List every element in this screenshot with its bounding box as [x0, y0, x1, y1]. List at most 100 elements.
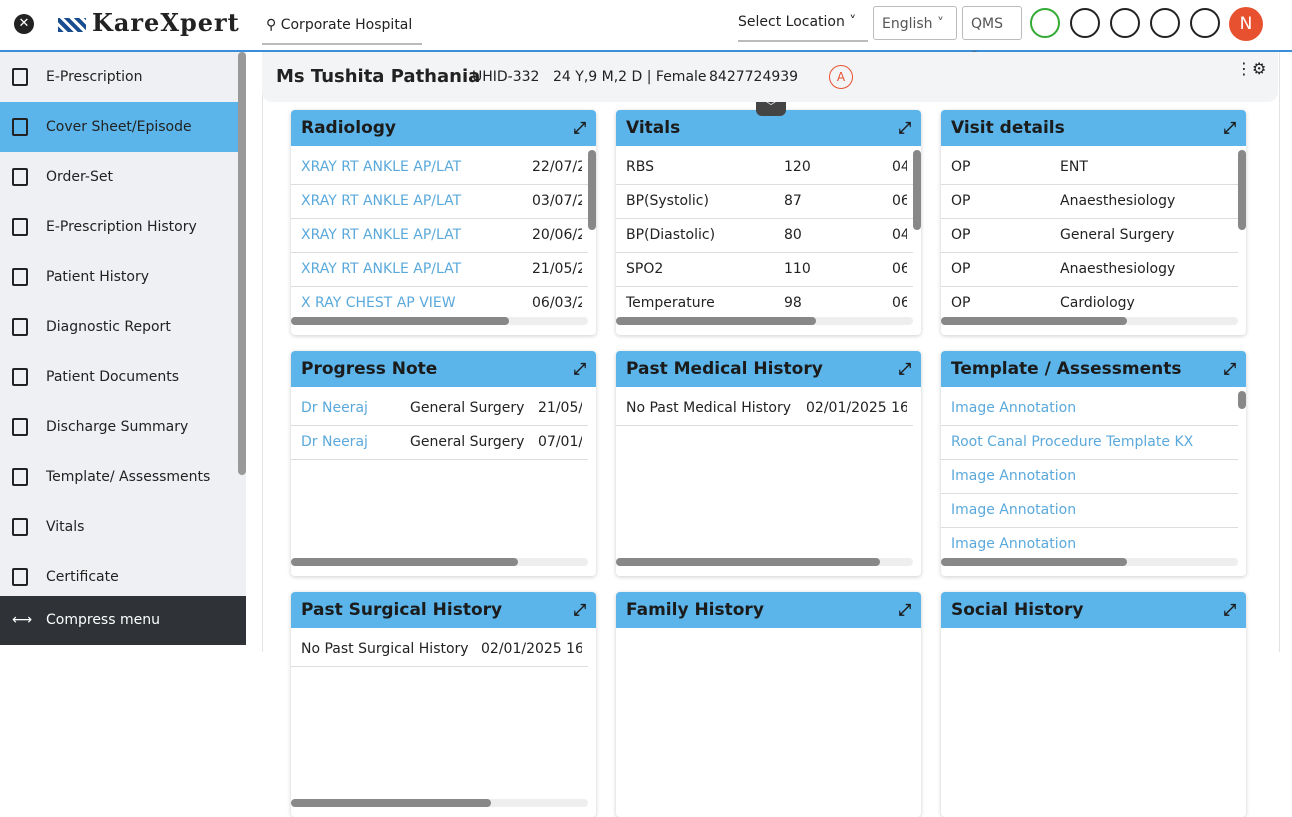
menu-item[interactable]: Vitals [0, 502, 238, 552]
location-select[interactable]: Select Location ˅ [738, 2, 868, 42]
users-button[interactable] [1150, 8, 1180, 38]
close-button[interactable]: ✕ [14, 14, 34, 34]
language-select[interactable]: English ˅ [873, 6, 957, 40]
card: Social History ⤢ [941, 592, 1246, 817]
compress-menu[interactable]: ⟷ Compress menu [0, 596, 246, 645]
menu-icon [12, 218, 28, 236]
mic-button[interactable] [1030, 8, 1060, 38]
row: Temperature 98 06/ [616, 286, 913, 321]
expand-button[interactable]: ⤢ [898, 359, 911, 378]
expand-button[interactable]: ⤢ [898, 118, 911, 137]
cell[interactable]: Root Canal Procedure Template KX [951, 434, 1194, 450]
cell: General Surgery [410, 434, 525, 450]
content [262, 52, 1280, 652]
row: No Past Surgical History 02/01/2025 16:1 [291, 632, 588, 667]
cell: BP(Systolic) [626, 193, 709, 209]
card: Visit details ⤢ OP ENT OP Anaesthesiology OP Ge… [941, 110, 1246, 335]
cell: 06/ [892, 295, 907, 311]
expand-button[interactable]: ⤢ [898, 600, 911, 619]
cell: 06/03/2 [532, 295, 582, 311]
avatar[interactable]: N [1229, 7, 1263, 41]
expand-button[interactable]: ⤢ [573, 600, 586, 619]
menu-item[interactable]: Order-Set [0, 152, 238, 202]
sidebar: ⟷ Compress menu E-Prescription Cover Sheet… [0, 52, 246, 645]
location: Select Location [738, 14, 845, 30]
card: Template / Assessments ⤢ Image Annotation R… [941, 351, 1246, 576]
card-title: Visit details [951, 118, 1065, 138]
hospital-select[interactable]: ⚲ Corporate Hospital ˅ [262, 5, 422, 73]
age-gender: 24 Y,9 M,2 D | Female [553, 69, 707, 85]
card-title: Family History [626, 600, 764, 620]
support-button[interactable] [1070, 8, 1100, 38]
cell: 02/01/2025 16:1 [481, 641, 582, 657]
cell: General Surgery [1060, 227, 1175, 243]
expand-button[interactable]: ⤢ [573, 118, 586, 137]
h-scroll-thumb [616, 558, 880, 566]
expand-button[interactable]: ⤢ [1223, 359, 1236, 378]
cell: OP [951, 193, 971, 209]
cell: OP [951, 295, 971, 311]
cell[interactable]: XRAY RT ANKLE AP/LAT [301, 193, 462, 209]
card-header: Past Medical History ⤢ [616, 351, 921, 387]
card-title: Past Medical History [626, 359, 823, 379]
apps-button[interactable] [1190, 8, 1220, 38]
notification-button[interactable] [1110, 8, 1140, 38]
h-scroll-thumb [291, 558, 518, 566]
cell[interactable]: XRAY RT ANKLE AP/LAT [301, 261, 462, 277]
cell[interactable]: Image Annotation [951, 468, 1077, 484]
cell[interactable]: Image Annotation [951, 502, 1077, 518]
card-title: Social History [951, 600, 1084, 620]
sidebar-scrollbar [238, 52, 246, 475]
row: Image Annotation [941, 391, 1238, 426]
cell[interactable]: Dr Neeraj [301, 434, 368, 450]
cell: 04/ [892, 159, 907, 175]
collapse-toggle[interactable]: ﹀ [756, 102, 786, 116]
menu-item[interactable]: Cover Sheet/Episode [0, 102, 238, 152]
cell: 22/07/2 [532, 159, 582, 175]
cell: Anaesthesiology [1060, 193, 1176, 209]
card-header: Family History ⤢ [616, 592, 921, 628]
cell: 04/ [892, 227, 907, 243]
row: BP(Systolic) 87 06/ [616, 184, 913, 219]
cell[interactable]: XRAY RT ANKLE AP/LAT [301, 159, 462, 175]
card-header: Vitals ⤢ [616, 110, 921, 146]
cell: Anaesthesiology [1060, 261, 1176, 277]
menu-item[interactable]: Template/ Assessments [0, 452, 238, 502]
cell: 120 [784, 159, 811, 175]
cell: Cardiology [1060, 295, 1135, 311]
menu-item[interactable]: E-Prescription [0, 52, 238, 102]
cell: 20/06/2 [532, 227, 582, 243]
row: OP Anaesthesiology [941, 252, 1238, 287]
menu-label: E-Prescription History [46, 219, 197, 235]
row: RBS 120 04/ [616, 150, 913, 185]
cell: 07/01/2 [538, 434, 582, 450]
menu-item[interactable]: E-Prescription History [0, 202, 238, 252]
cell: 87 [784, 193, 802, 209]
row: SPO2 110 06/ [616, 252, 913, 287]
module-select[interactable]: QMS ˅ [962, 6, 1022, 66]
v-scroll-thumb [1238, 391, 1246, 409]
cell[interactable]: X RAY CHEST AP VIEW [301, 295, 456, 311]
cell[interactable]: XRAY RT ANKLE AP/LAT [301, 227, 462, 243]
cell: RBS [626, 159, 654, 175]
menu-item[interactable]: Patient Documents [0, 352, 238, 402]
menu-item[interactable]: Patient History [0, 252, 238, 302]
expand-button[interactable]: ⤢ [1223, 118, 1236, 137]
cell: 02/01/2025 16:3 [806, 400, 907, 416]
row: XRAY RT ANKLE AP/LAT 20/06/2 [291, 218, 588, 253]
expand-button[interactable]: ⤢ [1223, 600, 1236, 619]
menu-item[interactable]: Diagnostic Report [0, 302, 238, 352]
settings-button[interactable]: ⋮⚙ [1236, 59, 1267, 78]
menu-item[interactable]: Certificate [0, 552, 238, 602]
cell[interactable]: Dr Neeraj [301, 400, 368, 416]
phone: 8427724939 [709, 69, 799, 85]
compress-label: Compress menu [46, 612, 160, 628]
cell[interactable]: Image Annotation [951, 400, 1077, 416]
row: Root Canal Procedure Template KX [941, 425, 1238, 460]
cell[interactable]: Image Annotation [951, 536, 1077, 552]
menu-label: Patient History [46, 269, 150, 285]
expand-button[interactable]: ⤢ [573, 359, 586, 378]
menu-item[interactable]: Discharge Summary [0, 402, 238, 452]
card-title: Template / Assessments [951, 359, 1182, 379]
cell: OP [951, 227, 971, 243]
